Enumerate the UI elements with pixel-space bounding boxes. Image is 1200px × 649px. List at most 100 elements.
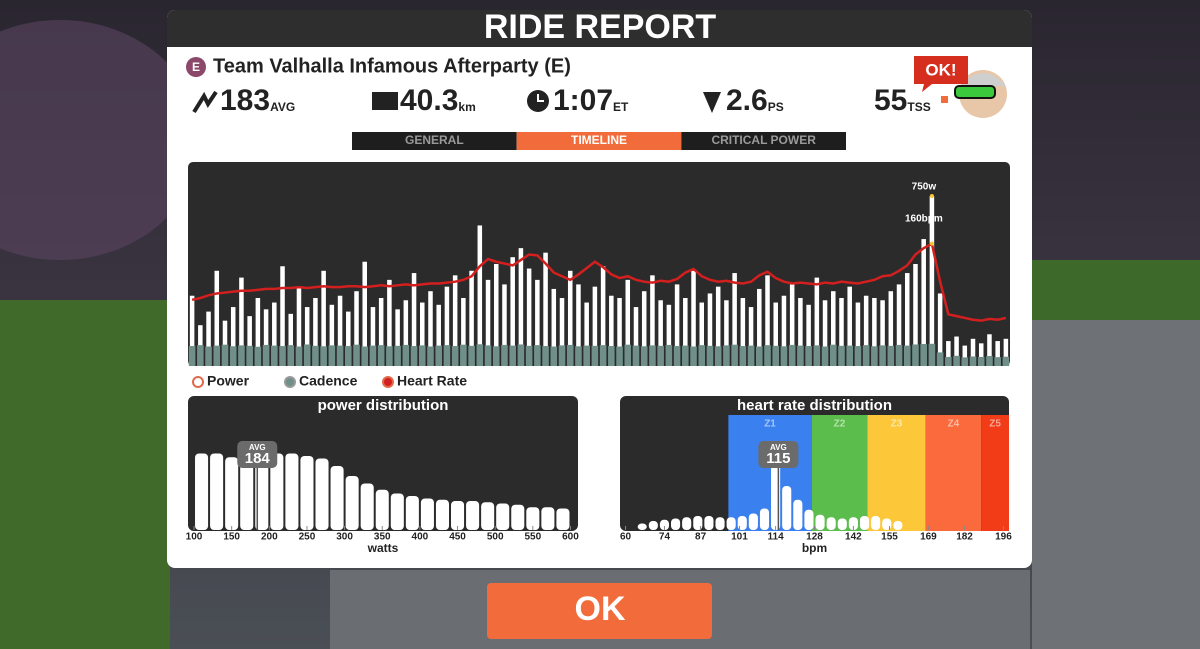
power-bar xyxy=(732,273,737,366)
power-bar xyxy=(740,298,746,366)
x-tick-label: 150 xyxy=(223,532,240,543)
distribution-bar xyxy=(682,517,692,530)
cadence-bar xyxy=(649,345,656,366)
x-tick-label: 142 xyxy=(845,532,862,543)
power-bar xyxy=(559,298,565,366)
cadence-bar xyxy=(197,345,204,366)
power-bar xyxy=(354,291,359,366)
cadence-bar xyxy=(862,345,870,366)
cadence-bar xyxy=(977,356,985,366)
distribution-bar xyxy=(225,457,239,530)
cadence-bar xyxy=(550,346,558,366)
distribution-bar xyxy=(748,513,758,530)
tab[interactable] xyxy=(352,132,517,150)
cadence-bar xyxy=(386,346,393,366)
cadence-bar xyxy=(525,345,533,366)
cadence-bar xyxy=(271,345,278,366)
cadence-bar xyxy=(813,345,821,366)
distribution-bar xyxy=(526,507,540,530)
cadence-bar xyxy=(682,345,689,366)
power-bar xyxy=(263,309,269,366)
distribution-title: heart rate distribution xyxy=(737,397,892,414)
distribution-bar xyxy=(375,489,389,530)
power-bar xyxy=(987,334,992,366)
cadence-bar xyxy=(509,345,516,366)
cadence-bar xyxy=(632,345,640,366)
cadence-bar xyxy=(320,346,327,366)
power-bar xyxy=(452,275,458,366)
cadence-bar xyxy=(213,345,221,366)
tab-label[interactable]: TIMELINE xyxy=(571,133,627,147)
power-bar xyxy=(954,336,959,366)
cadence-bar xyxy=(402,344,410,366)
cadence-bar xyxy=(936,352,944,366)
cadence-bar xyxy=(673,346,681,366)
legend-label: Power xyxy=(207,373,250,389)
x-tick-label: 114 xyxy=(768,532,785,543)
cadence-bar xyxy=(805,346,812,366)
cadence-bar xyxy=(583,345,590,366)
power-bar xyxy=(691,270,696,366)
peak-label: 750w xyxy=(912,182,937,193)
power-bar xyxy=(362,261,367,366)
cadence-bar xyxy=(788,344,796,366)
power-bar xyxy=(518,248,524,366)
ok-label[interactable]: OK xyxy=(575,590,626,628)
info-icon xyxy=(941,96,948,103)
tab[interactable] xyxy=(681,132,846,150)
tab-label[interactable]: CRITICAL POWER xyxy=(711,133,816,147)
pizza-icon xyxy=(703,92,721,113)
cadence-bar xyxy=(879,345,886,366)
power-bar xyxy=(592,286,598,366)
avg-tag xyxy=(758,441,799,468)
distribution-bar xyxy=(848,517,858,530)
cadence-bar xyxy=(287,345,295,366)
tab-label[interactable]: GENERAL xyxy=(405,133,464,147)
x-tick-label: 250 xyxy=(299,532,316,543)
cadence-bar xyxy=(821,346,829,366)
distribution-bar xyxy=(659,519,670,530)
power-bar xyxy=(411,273,417,366)
power-bar xyxy=(247,316,252,366)
power-bar xyxy=(370,307,376,366)
heart-rate-line xyxy=(191,241,1007,322)
power-bar xyxy=(855,302,861,366)
x-tick-label: 128 xyxy=(806,532,823,543)
cadence-bar xyxy=(887,345,895,366)
cadence-bar xyxy=(714,346,722,366)
cadence-bar xyxy=(920,344,927,366)
power-bar xyxy=(420,302,425,366)
badge-bubble xyxy=(914,56,968,92)
distribution-bar xyxy=(270,453,284,530)
power-bar xyxy=(296,286,302,366)
x-tick-label: 550 xyxy=(524,532,541,543)
cadence-bar xyxy=(903,345,911,366)
power-bar xyxy=(765,275,770,366)
power-bar xyxy=(929,196,935,366)
zone-label: Z4 xyxy=(948,419,960,430)
distribution-bar xyxy=(859,516,870,530)
power-bar xyxy=(962,345,968,366)
power-bar xyxy=(839,298,844,366)
cadence-bar xyxy=(575,346,582,366)
tab[interactable] xyxy=(516,132,682,150)
cadence-bar xyxy=(566,344,574,366)
power-bar xyxy=(461,298,466,366)
x-tick-label: 169 xyxy=(920,532,937,543)
power-bar xyxy=(633,307,639,366)
power-bar xyxy=(863,295,869,366)
cadence-bar xyxy=(756,346,763,366)
cadence-bar xyxy=(451,346,459,366)
cadence-bar xyxy=(599,345,607,366)
power-bar xyxy=(477,225,483,366)
distribution-bar xyxy=(726,517,736,530)
avatar-glasses xyxy=(954,85,996,99)
legend-marker xyxy=(382,376,394,388)
distribution-bar xyxy=(826,517,836,530)
ok-button[interactable] xyxy=(487,583,712,639)
cadence-bar xyxy=(221,344,229,366)
power-bar xyxy=(485,279,491,366)
peak-dot xyxy=(929,194,934,198)
hr-zone xyxy=(981,415,1009,531)
